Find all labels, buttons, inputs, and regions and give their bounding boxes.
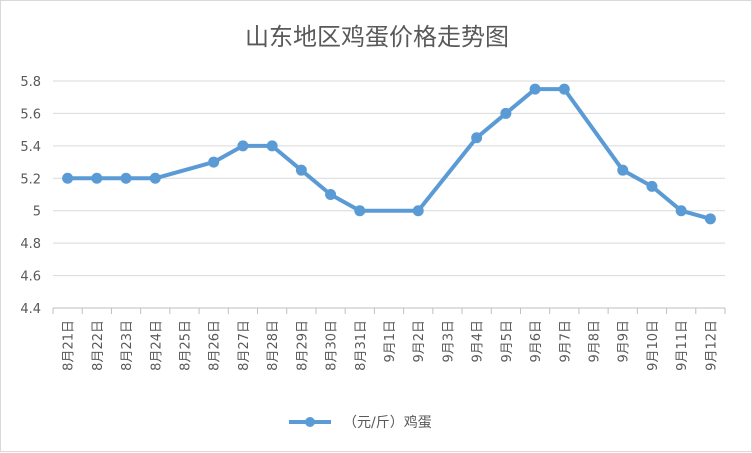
data-point[interactable] (412, 205, 424, 217)
data-point[interactable] (295, 164, 307, 176)
y-axis: 4.4 4.6 4.8 5 5.2 5.4 5.6 5.8 (20, 75, 41, 317)
y-tick-label: 5 (33, 205, 41, 220)
series-line (65, 87, 713, 221)
data-point[interactable] (354, 205, 366, 217)
x-tick-label: 8月21日 (62, 320, 77, 371)
data-point[interactable] (325, 189, 337, 200)
x-tick-label: 9月7日 (558, 320, 573, 363)
data-point[interactable] (266, 140, 278, 152)
x-tick-label: 8月22日 (91, 320, 106, 371)
data-point[interactable] (62, 172, 74, 184)
data-point[interactable] (120, 172, 132, 184)
x-tick-label: 9月8日 (588, 320, 603, 363)
x-tick-label: 9月2日 (412, 320, 427, 363)
data-point[interactable] (675, 205, 687, 217)
y-tick-label: 5.4 (20, 140, 41, 155)
x-tick-label: 8月25日 (178, 320, 193, 371)
legend[interactable]: （元/斤）鸡蛋 (289, 414, 432, 431)
x-tick-label: 9月1日 (383, 320, 398, 363)
legend-point-marker (305, 417, 315, 427)
data-point[interactable] (704, 213, 716, 225)
data-point[interactable] (208, 156, 220, 168)
x-tick-label: 9月9日 (617, 320, 632, 363)
data-point[interactable] (149, 172, 161, 184)
data-point[interactable] (617, 164, 629, 176)
x-tick-label: 9月4日 (471, 320, 486, 363)
x-tick-label: 8月29日 (295, 320, 310, 371)
x-tick-label: 8月30日 (325, 320, 340, 371)
data-point[interactable] (237, 140, 249, 152)
x-tick-label: 9月3日 (441, 320, 456, 363)
data-point[interactable] (646, 180, 658, 192)
x-tick-label: 8月27日 (237, 320, 252, 371)
x-tick-label: 9月5日 (500, 320, 515, 363)
x-axis: 8月21日 8月22日 8月23日 8月24日 8月25日 8月26日 8月27日 8月28日… (52, 307, 726, 371)
x-tick-label: 9月10日 (646, 320, 661, 371)
x-tick-label: 8月23日 (120, 320, 135, 371)
data-point[interactable] (558, 83, 570, 95)
chart-title: 山东地区鸡蛋价格走势图 (245, 23, 509, 51)
y-tick-label: 5.6 (20, 107, 41, 122)
data-point[interactable] (529, 83, 541, 95)
legend-label: （元/斤）鸡蛋 (343, 414, 432, 431)
data-point[interactable] (91, 172, 103, 184)
y-tick-label: 4.8 (20, 237, 41, 252)
y-tick-label: 5.2 (20, 172, 41, 187)
x-tick-label: 8月24日 (149, 320, 164, 371)
y-tick-label: 4.4 (20, 302, 41, 317)
x-tick-label: 8月31日 (354, 320, 369, 371)
x-tick-label: 9月6日 (529, 320, 544, 363)
x-tick-label: 8月28日 (266, 320, 281, 371)
x-tick-label: 9月11日 (675, 320, 690, 371)
data-point[interactable] (500, 107, 512, 119)
y-tick-label: 4.6 (20, 270, 41, 285)
x-tick-label: 8月26日 (208, 320, 223, 371)
y-tick-label: 5.8 (20, 75, 41, 90)
data-point[interactable] (471, 132, 483, 144)
x-tick-label: 9月12日 (704, 320, 719, 371)
series-layer (62, 83, 716, 225)
